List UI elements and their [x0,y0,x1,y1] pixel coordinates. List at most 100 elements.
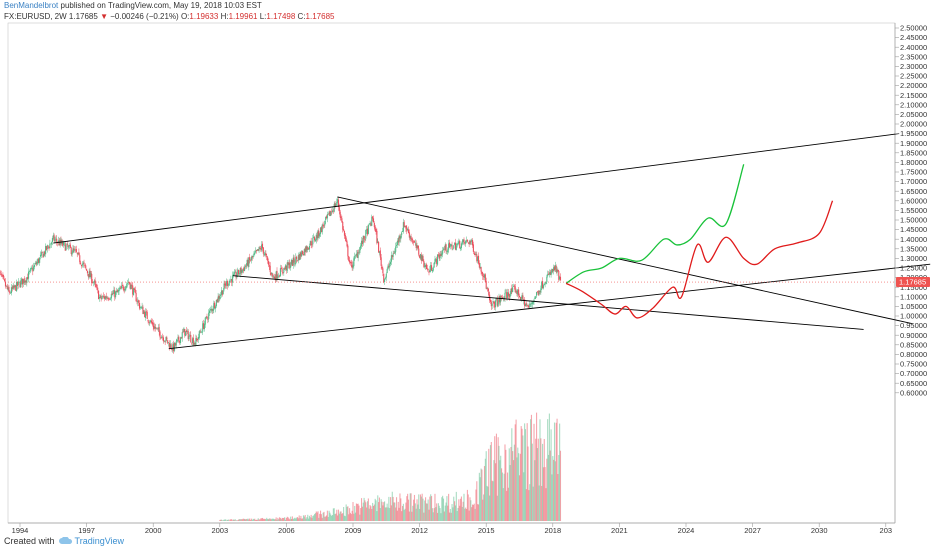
volume-bar [407,499,410,521]
candle-body [413,241,415,243]
candle-body [490,301,492,307]
low-label: L: [259,12,267,21]
candle-body [121,284,124,286]
tradingview-brand[interactable]: TradingView [58,536,125,546]
red-projection-path[interactable] [565,200,834,319]
trendline[interactable] [168,263,931,350]
volume-bar [247,518,249,521]
candle-body [477,255,480,264]
volume-bar [458,499,460,521]
candle-body [333,203,335,212]
volume-bar [517,447,519,521]
candle-body [167,340,169,344]
candle-body [251,256,253,258]
volume-bar [376,511,378,521]
candle-body [183,328,185,333]
candle-body [306,246,308,250]
candle-body [31,267,33,269]
candle-body [140,306,142,309]
candle-body [83,262,85,265]
candle-body [196,338,198,340]
volume-bar [265,519,267,521]
candle-body [287,262,289,265]
current-price-tag-bg [896,277,930,288]
candle-body [343,229,345,231]
trendline[interactable] [337,196,913,325]
author-link[interactable]: BenMandelbrot [4,1,59,10]
candle-body [12,285,14,290]
volume-bar [353,513,355,521]
candle-body [418,248,420,255]
candle-body [148,322,150,323]
candle-body [519,296,521,300]
volume-bar [398,507,400,521]
volume-bar [364,500,366,521]
candle-body [229,280,231,283]
volume-bar [533,423,535,521]
candle-body [45,246,47,255]
volume-bar [506,490,508,521]
candle-body [178,336,180,341]
trendline[interactable] [233,275,864,330]
candle-body [440,253,442,256]
volume-bar [534,460,536,521]
candle-body [473,252,475,255]
symbol-line: FX:EURUSD, 2W 1.17685 ▼ −0.00246 (−0.21%… [4,11,334,22]
volume-bar [428,509,430,521]
candle-body [249,257,251,261]
candle-body [168,343,170,348]
candle-body [476,254,478,261]
trendline[interactable] [53,133,900,244]
candle-body [54,239,56,241]
volume-bar [388,496,390,521]
current-price-tag-text: 1.17685 [899,278,926,287]
volume-bar [384,507,386,521]
volume-bar [519,453,521,521]
candle-body [274,277,276,281]
volume-bar [244,518,246,521]
volume-bar [472,504,474,521]
candle-body [468,242,470,245]
candle-body [98,290,100,300]
volume-bar [314,513,316,521]
candle-body [237,269,239,276]
candle-body [432,268,434,271]
candle-body [247,260,249,267]
candle-body [433,263,435,268]
volume-bar [239,519,241,521]
volume-bar [302,515,305,521]
candle-body [110,294,112,299]
volume-bar [383,502,385,521]
candle-body [388,266,390,267]
candle-body [340,216,342,218]
volume-bar [530,414,533,521]
candle-body [302,254,305,256]
volume-bar [450,512,452,521]
candle-body [532,301,534,304]
volume-bar [282,518,284,521]
candle-body [220,290,223,295]
candle-body [547,274,549,277]
y-tick-label: 1.65000 [900,187,927,196]
tradingview-brand-label: TradingView [74,536,125,546]
candle-body [466,239,468,242]
green-projection-path[interactable] [565,164,745,284]
candle-body [4,279,6,282]
x-tick-label: 2027 [744,526,761,535]
candle-body [184,329,186,336]
volume-bar [261,518,263,521]
volume-bar [372,505,375,521]
candle-body [181,332,183,339]
volume-bar [395,507,397,521]
volume-bar [448,493,450,521]
volume-bar [544,467,546,521]
candle-body [540,288,542,293]
volume-bar [250,518,252,521]
candle-body [409,236,411,239]
volume-bar [499,460,501,521]
candle-body [336,201,338,204]
volume-bar [431,508,433,521]
volume-bar [413,494,416,521]
candle-body [300,252,302,257]
